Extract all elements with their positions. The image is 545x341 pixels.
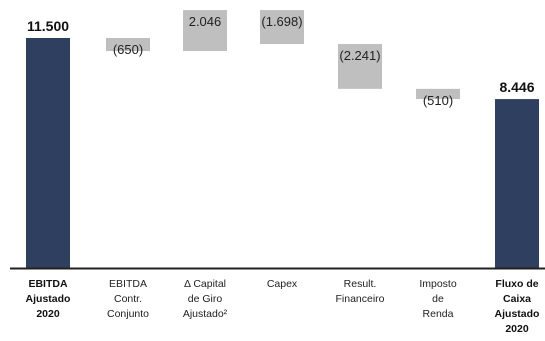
category-label-6-line-3: 2020 (505, 323, 529, 335)
data-label-2: 2.046 (189, 14, 222, 29)
category-label-2-line-0: Δ Capital (184, 278, 226, 290)
data-label-5: (510) (423, 93, 453, 108)
category-label-0-line-1: Ajustado (26, 293, 71, 305)
data-label-1: (650) (113, 42, 143, 57)
data-label-6: 8.446 (499, 79, 534, 95)
total-bar-6 (495, 99, 539, 268)
category-label-6-line-2: Ajustado (495, 308, 540, 320)
category-label-5-line-2: Renda (423, 308, 454, 320)
delta-bar-3 (260, 10, 304, 45)
data-label-3: (1.698) (261, 14, 302, 29)
delta-bar-1 (106, 38, 150, 51)
delta-bar-5 (416, 88, 460, 100)
category-label-0-line-2: 2020 (36, 308, 60, 320)
data-label-0: 11.500 (27, 18, 69, 34)
category-label-2-line-2: Ajustado² (183, 308, 228, 320)
category-label-2-line-1: de Giro (188, 293, 223, 305)
category-label-4-line-1: Financeiro (335, 293, 384, 305)
category-label-5-line-1: de (432, 293, 444, 305)
category-label-1-line-2: Conjunto (107, 308, 149, 320)
category-label-3-line-0: Capex (267, 278, 298, 290)
category-label-1-line-1: Contr. (114, 293, 142, 305)
category-label-6-line-1: Caixa (503, 293, 531, 305)
category-label-6-line-0: Fluxo de (495, 278, 538, 290)
delta-bar-4 (338, 44, 382, 89)
category-label-1-line-0: EBITDA (109, 278, 147, 290)
category-label-0-line-0: EBITDA (28, 278, 68, 290)
total-bar-0 (26, 38, 70, 268)
category-label-4-line-0: Result. (344, 278, 377, 290)
delta-bar-2 (183, 10, 227, 51)
category-label-5-line-0: Imposto (419, 278, 457, 290)
data-label-4: (2.241) (339, 48, 380, 63)
